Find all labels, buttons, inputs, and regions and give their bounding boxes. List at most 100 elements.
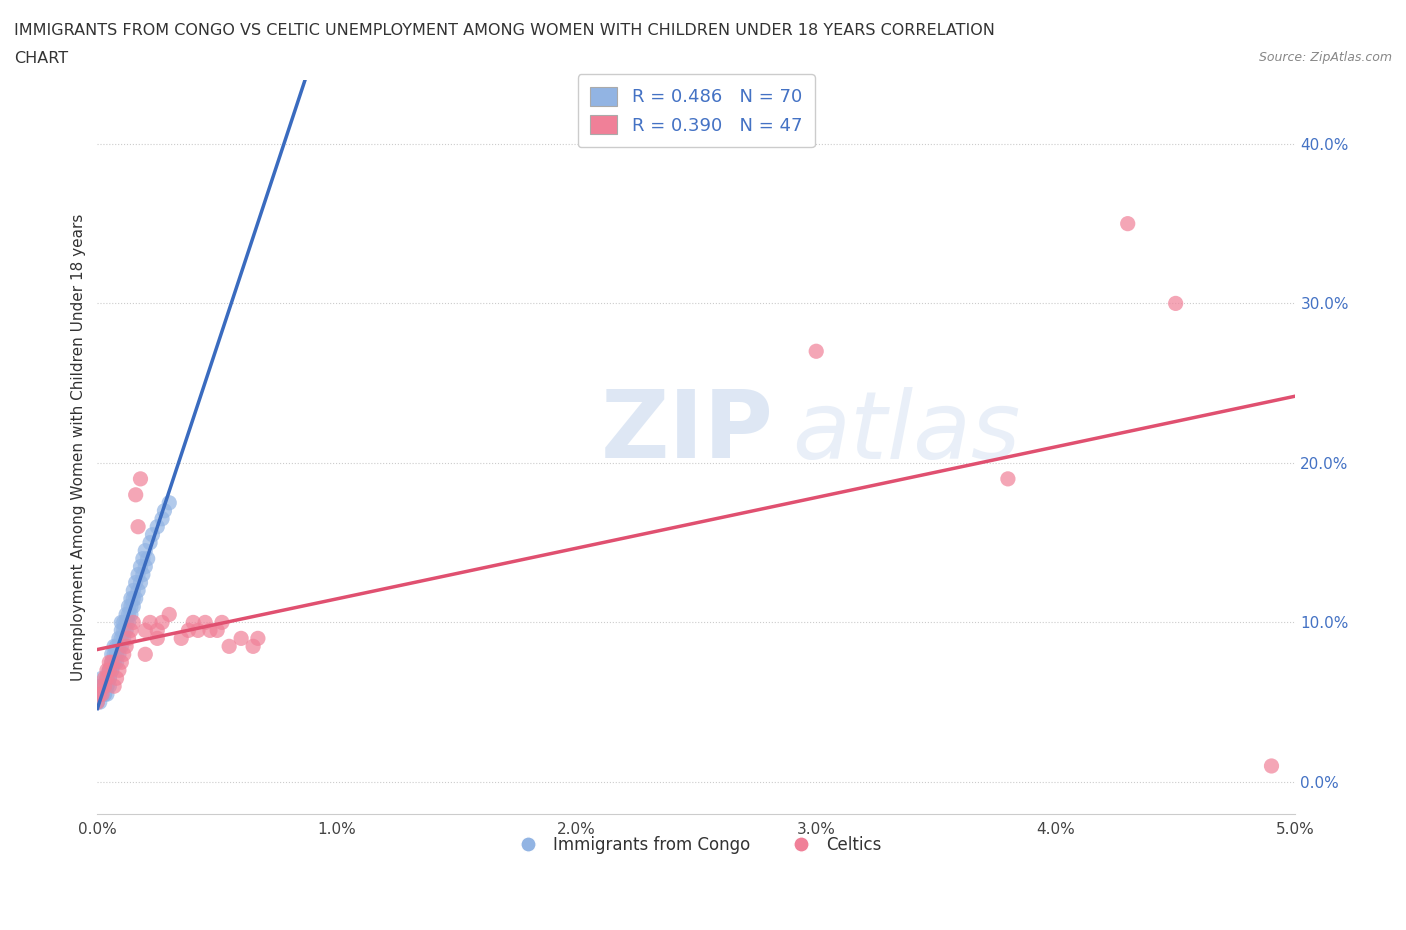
Point: [127, 519, 149, 534]
Point: [246, 631, 269, 645]
Point: [122, 583, 145, 598]
Text: CHART: CHART: [14, 51, 67, 66]
Point: [89, 686, 111, 701]
Point: [100, 655, 122, 670]
Legend: Immigrants from Congo, Celtics: Immigrants from Congo, Celtics: [505, 830, 887, 860]
Point: [129, 559, 152, 574]
Point: [98, 663, 121, 678]
Point: [86, 695, 108, 710]
Point: [100, 663, 122, 678]
Point: [110, 631, 132, 645]
Point: [103, 655, 125, 670]
Point: [91, 679, 114, 694]
Point: [98, 663, 121, 678]
Point: [127, 583, 149, 598]
Text: Source: ZipAtlas.com: Source: ZipAtlas.com: [1258, 51, 1392, 64]
Y-axis label: Unemployment Among Women with Children Under 18 years: Unemployment Among Women with Children U…: [72, 213, 86, 681]
Point: [153, 503, 176, 518]
Point: [122, 591, 145, 606]
Point: [997, 472, 1019, 486]
Point: [242, 639, 264, 654]
Point: [96, 671, 118, 685]
Point: [112, 615, 135, 630]
Text: IMMIGRANTS FROM CONGO VS CELTIC UNEMPLOYMENT AMONG WOMEN WITH CHILDREN UNDER 18 : IMMIGRANTS FROM CONGO VS CELTIC UNEMPLOY…: [14, 23, 995, 38]
Point: [98, 679, 121, 694]
Point: [105, 639, 128, 654]
Point: [157, 607, 180, 622]
Point: [120, 623, 142, 638]
Point: [181, 615, 204, 630]
Point: [91, 671, 114, 685]
Point: [146, 631, 169, 645]
Point: [91, 679, 114, 694]
Point: [98, 671, 121, 685]
Text: ZIP: ZIP: [600, 386, 773, 478]
Point: [122, 615, 145, 630]
Point: [806, 344, 828, 359]
Point: [89, 695, 111, 710]
Point: [110, 655, 132, 670]
Point: [105, 671, 128, 685]
Point: [136, 551, 159, 566]
Point: [117, 631, 139, 645]
Point: [194, 615, 217, 630]
Point: [125, 575, 148, 590]
Point: [108, 639, 131, 654]
Point: [103, 679, 125, 694]
Text: atlas: atlas: [792, 387, 1021, 478]
Point: [93, 679, 115, 694]
Point: [98, 663, 121, 678]
Point: [134, 623, 156, 638]
Point: [96, 679, 118, 694]
Point: [120, 591, 142, 606]
Point: [89, 679, 111, 694]
Point: [1260, 759, 1282, 774]
Point: [105, 647, 128, 662]
Point: [150, 615, 173, 630]
Point: [115, 615, 138, 630]
Point: [198, 623, 221, 638]
Point: [100, 655, 122, 670]
Point: [125, 487, 148, 502]
Point: [98, 671, 121, 685]
Point: [127, 567, 149, 582]
Point: [110, 639, 132, 654]
Point: [1116, 216, 1139, 231]
Point: [125, 591, 148, 606]
Point: [91, 686, 114, 701]
Point: [132, 551, 155, 566]
Point: [120, 599, 142, 614]
Point: [93, 686, 115, 701]
Point: [110, 615, 132, 630]
Point: [108, 647, 131, 662]
Point: [96, 671, 118, 685]
Point: [96, 671, 118, 685]
Point: [139, 615, 162, 630]
Point: [115, 623, 138, 638]
Point: [100, 663, 122, 678]
Point: [115, 607, 138, 622]
Point: [134, 543, 156, 558]
Point: [93, 679, 115, 694]
Point: [86, 695, 108, 710]
Point: [134, 647, 156, 662]
Point: [98, 655, 121, 670]
Point: [93, 686, 115, 701]
Point: [129, 472, 152, 486]
Point: [91, 686, 114, 701]
Point: [105, 655, 128, 670]
Point: [132, 567, 155, 582]
Point: [211, 615, 233, 630]
Point: [103, 647, 125, 662]
Point: [129, 575, 152, 590]
Point: [141, 527, 163, 542]
Point: [108, 663, 131, 678]
Point: [115, 639, 138, 654]
Point: [112, 647, 135, 662]
Point: [146, 519, 169, 534]
Point: [117, 607, 139, 622]
Point: [139, 536, 162, 551]
Point: [93, 671, 115, 685]
Point: [218, 639, 240, 654]
Point: [100, 647, 122, 662]
